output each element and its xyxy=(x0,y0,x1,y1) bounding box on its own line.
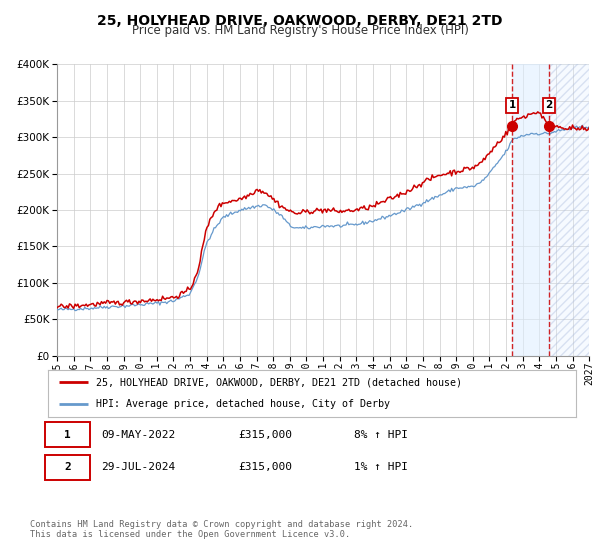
Text: Price paid vs. HM Land Registry's House Price Index (HPI): Price paid vs. HM Land Registry's House … xyxy=(131,24,469,36)
Bar xyxy=(549,64,589,356)
FancyBboxPatch shape xyxy=(46,422,90,447)
Text: 09-MAY-2022: 09-MAY-2022 xyxy=(101,430,175,440)
Text: 1: 1 xyxy=(64,430,71,440)
Text: 2: 2 xyxy=(545,100,553,110)
Text: HPI: Average price, detached house, City of Derby: HPI: Average price, detached house, City… xyxy=(95,399,389,409)
Text: £315,000: £315,000 xyxy=(238,430,292,440)
Text: £315,000: £315,000 xyxy=(238,462,292,472)
Bar xyxy=(549,64,589,356)
Text: Contains HM Land Registry data © Crown copyright and database right 2024.
This d: Contains HM Land Registry data © Crown c… xyxy=(30,520,413,539)
FancyBboxPatch shape xyxy=(46,455,90,479)
Text: 25, HOLYHEAD DRIVE, OAKWOOD, DERBY, DE21 2TD: 25, HOLYHEAD DRIVE, OAKWOOD, DERBY, DE21… xyxy=(97,14,503,28)
Text: 2: 2 xyxy=(64,462,71,472)
Text: 29-JUL-2024: 29-JUL-2024 xyxy=(101,462,175,472)
Text: 1: 1 xyxy=(508,100,515,110)
Text: 8% ↑ HPI: 8% ↑ HPI xyxy=(354,430,408,440)
Bar xyxy=(512,64,549,356)
Text: 25, HOLYHEAD DRIVE, OAKWOOD, DERBY, DE21 2TD (detached house): 25, HOLYHEAD DRIVE, OAKWOOD, DERBY, DE21… xyxy=(95,377,461,388)
Text: 1% ↑ HPI: 1% ↑ HPI xyxy=(354,462,408,472)
